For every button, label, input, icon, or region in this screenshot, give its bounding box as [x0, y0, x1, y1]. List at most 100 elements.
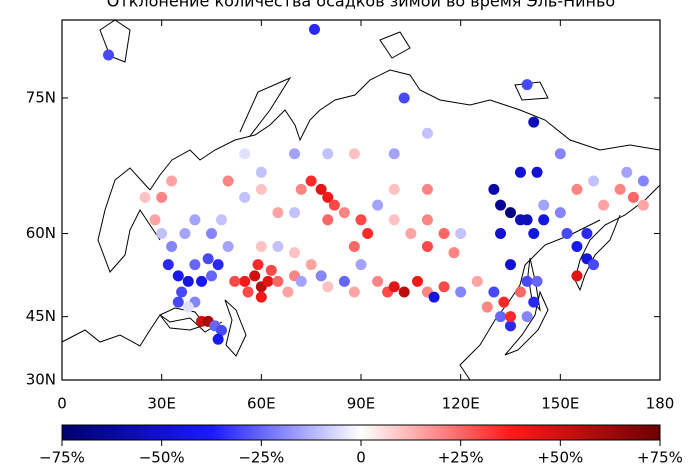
- europe-south: [62, 314, 223, 347]
- x-tick-label: 60E: [247, 395, 276, 413]
- station-dot: [588, 175, 600, 187]
- colorbar-tick-label: +25%: [438, 449, 484, 465]
- station-dot: [538, 214, 550, 226]
- station-dot: [637, 199, 649, 211]
- station-dot: [405, 228, 417, 240]
- y-tick-label: 60N: [26, 224, 56, 242]
- station-dot: [189, 214, 201, 226]
- caspian-sea: [224, 299, 247, 357]
- station-dot: [388, 148, 400, 160]
- colorbar-tick-label: −50%: [139, 449, 185, 465]
- station-dot: [505, 259, 516, 271]
- station-dot: [305, 259, 317, 271]
- station-dot: [255, 240, 267, 252]
- severnaya-zemlya: [379, 31, 411, 59]
- station-dot: [488, 183, 500, 195]
- station-dot: [215, 214, 227, 226]
- pacific-coast: [574, 184, 660, 292]
- station-dot: [229, 275, 241, 287]
- colorbar-tick-label: −75%: [39, 449, 85, 465]
- x-tick-label: 180: [646, 395, 675, 413]
- station-dot: [172, 296, 184, 308]
- station-dot: [239, 148, 251, 160]
- station-dot: [338, 207, 350, 219]
- station-dot: [455, 228, 467, 240]
- station-dot: [495, 199, 507, 211]
- station-dot: [531, 166, 543, 178]
- station-dot: [282, 286, 294, 298]
- station-dot: [398, 92, 410, 104]
- station-dot: [255, 183, 267, 195]
- station-dot: [505, 311, 516, 323]
- station-dot: [295, 275, 307, 287]
- station-dot: [239, 191, 251, 203]
- station-dot: [514, 286, 526, 298]
- arctic-coast: [149, 69, 660, 191]
- station-dot: [388, 214, 400, 226]
- colorbar-tick-label: +50%: [537, 449, 583, 465]
- station-dot: [521, 214, 533, 226]
- station-dot: [322, 148, 334, 160]
- station-dot: [528, 296, 540, 308]
- y-tick-label: 75N: [26, 88, 56, 106]
- station-dot: [206, 270, 217, 282]
- stations: [103, 23, 649, 345]
- station-dot: [189, 259, 201, 271]
- station-dot: [308, 23, 320, 35]
- station-dot: [488, 286, 500, 298]
- station-dot: [265, 264, 277, 276]
- station-dot: [521, 275, 533, 287]
- colorbar-tick-label: +75%: [637, 449, 683, 465]
- station-dot: [528, 228, 540, 240]
- coastlines: [62, 20, 660, 380]
- station-dot: [322, 281, 334, 293]
- station-dot: [388, 183, 400, 195]
- y-tick-label: 45N: [26, 307, 56, 325]
- station-dot: [428, 291, 440, 303]
- station-dot: [348, 286, 360, 298]
- station-dot: [421, 127, 433, 139]
- station-dot: [561, 228, 573, 240]
- station-dot: [421, 240, 433, 252]
- station-dot: [272, 275, 284, 287]
- station-dot: [554, 148, 566, 160]
- station-dot: [505, 320, 516, 332]
- station-dot: [338, 275, 350, 287]
- station-dot: [156, 191, 168, 203]
- station-dot: [411, 275, 423, 287]
- station-dot: [621, 166, 633, 178]
- station-dot: [322, 214, 334, 226]
- station-dot: [262, 275, 274, 287]
- station-dot: [172, 270, 184, 282]
- station-dot: [498, 296, 510, 308]
- station-dot: [421, 183, 433, 195]
- station-dot: [505, 207, 516, 219]
- station-dot: [182, 301, 194, 313]
- station-dot: [538, 199, 550, 211]
- x-tick-label: 30E: [147, 395, 176, 413]
- station-dot: [322, 191, 334, 203]
- map-frame: [61, 19, 661, 381]
- station-dot: [156, 228, 168, 240]
- station-dot: [222, 240, 234, 252]
- station-dot: [272, 207, 284, 219]
- station-dot: [398, 286, 410, 298]
- station-dot: [166, 175, 178, 187]
- station-dot: [528, 116, 540, 128]
- station-dot: [239, 275, 251, 287]
- station-dot: [372, 275, 384, 287]
- station-dot: [212, 259, 224, 271]
- station-dot: [103, 49, 115, 61]
- station-dot: [438, 228, 450, 240]
- station-dot: [571, 183, 583, 195]
- station-dot: [348, 148, 360, 160]
- colorbar-tick-label: −25%: [238, 449, 284, 465]
- station-dot: [554, 207, 566, 219]
- station-dot: [206, 228, 217, 240]
- station-dot: [355, 259, 367, 271]
- station-dot: [289, 207, 301, 219]
- station-dot: [212, 333, 224, 345]
- x-tick-label: 90E: [347, 395, 376, 413]
- colorbar-tick-label: 0: [356, 449, 366, 465]
